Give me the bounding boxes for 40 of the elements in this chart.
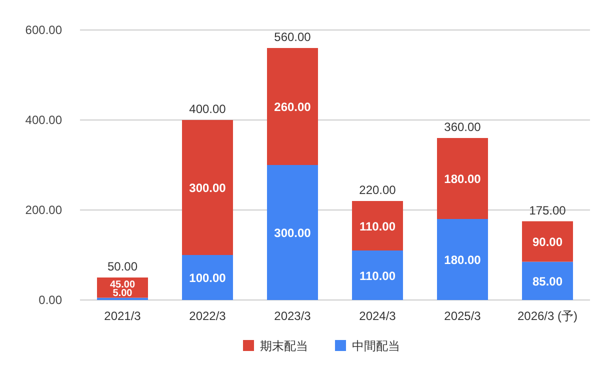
bar [352, 201, 403, 250]
y-tick-label: 0.00 [38, 293, 62, 307]
data-label: 45.00 [110, 280, 136, 290]
total-label: 220.00 [359, 183, 396, 197]
x-tick-label: 2021/3 [104, 309, 142, 323]
bar [522, 221, 573, 262]
x-tick-label: 2022/3 [189, 309, 226, 323]
y-tick-label: 400.00 [25, 113, 62, 127]
x-tick-label: 2025/3 [444, 309, 482, 323]
data-label: 90.00 [532, 235, 563, 249]
bar [182, 255, 233, 300]
total-label: 50.00 [107, 260, 138, 274]
data-label: 180.00 [444, 172, 482, 186]
data-label: 300.00 [274, 226, 312, 240]
y-tick-label: 200.00 [25, 203, 62, 217]
y-tick-label: 600.00 [25, 23, 62, 37]
total-label: 560.00 [274, 30, 312, 44]
data-label: 85.00 [532, 274, 563, 288]
legend-label: 中間配当 [352, 339, 400, 353]
data-label: 5.00 [112, 288, 133, 299]
x-tick-label: 2023/3 [274, 309, 312, 323]
legend-label: 期末配当 [260, 339, 308, 353]
x-tick-label: 2026/3 (予) [517, 309, 578, 323]
data-label: 300.00 [189, 181, 226, 195]
bar [182, 120, 233, 255]
total-label: 400.00 [189, 102, 226, 116]
x-tick-label: 2024/3 [359, 309, 396, 323]
bar [267, 48, 318, 165]
bar [522, 262, 573, 300]
bar [352, 250, 403, 300]
data-label: 110.00 [359, 268, 396, 283]
total-label: 360.00 [444, 120, 482, 134]
data-label: 180.00 [444, 253, 482, 267]
total-label: 175.00 [529, 203, 566, 218]
bar [437, 219, 488, 300]
bar [437, 138, 488, 219]
data-label: 100.00 [189, 271, 226, 285]
data-label: 260.00 [274, 100, 312, 114]
bar [267, 165, 318, 300]
data-label: 110.00 [359, 219, 396, 234]
